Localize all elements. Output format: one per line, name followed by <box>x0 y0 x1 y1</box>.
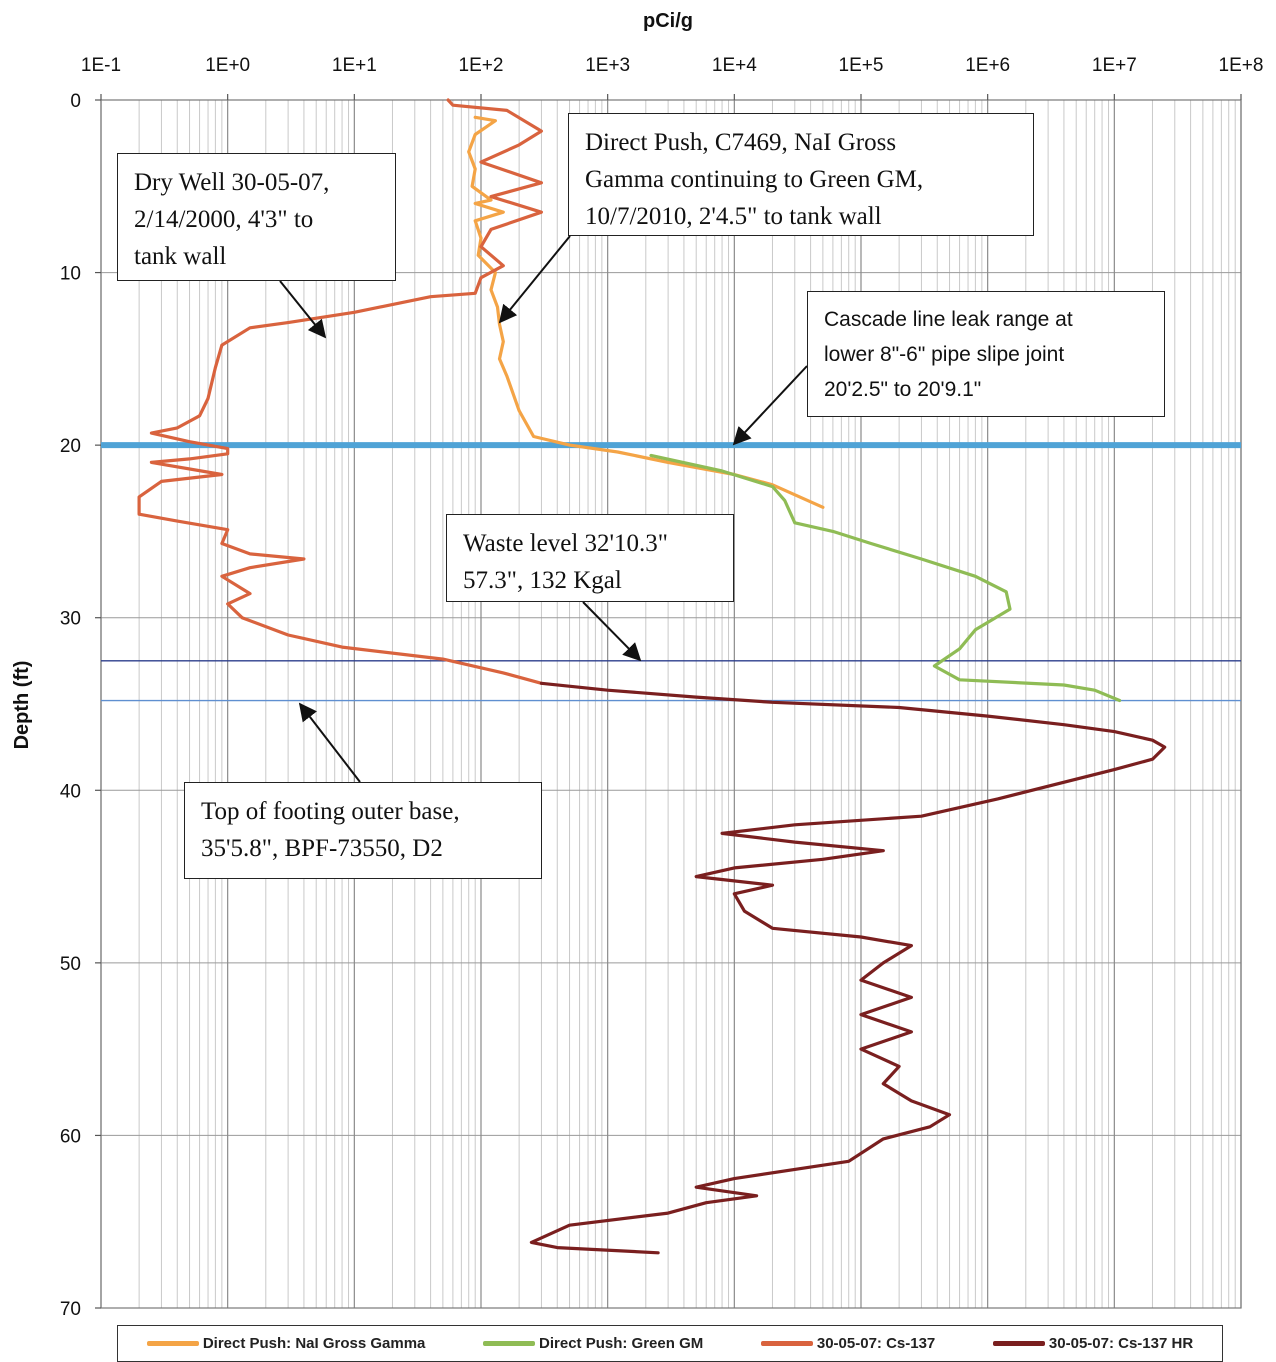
legend-label: 30-05-07: Cs-137 HR <box>1048 1335 1194 1352</box>
annotation-direct-push: Direct Push, C7469, NaI Gross Gamma cont… <box>568 113 1034 236</box>
y-tick-label: 30 <box>60 609 81 630</box>
plot-frame <box>100 99 1242 1309</box>
x-tick-label: 1E+6 <box>965 55 1010 76</box>
annotation-waste-level: Waste level 32'10.3" 57.3", 132 Kgal <box>446 514 734 602</box>
legend-entry: 30-05-07: Cs-137 <box>760 1335 936 1352</box>
y-tick-label: 40 <box>60 781 81 802</box>
annotation-line: tank wall <box>134 243 227 270</box>
legend-swatch <box>992 1341 1045 1346</box>
annotation-line: 2/14/2000, 4'3" to <box>134 206 314 233</box>
annotation-line: Gamma continuing to Green GM, <box>585 166 924 193</box>
series-line <box>649 453 1122 703</box>
annotation-line: Cascade line leak range at <box>824 308 1073 331</box>
x-tick-label: 1E-1 <box>81 55 121 76</box>
annotation-line: lower 8"-6" pipe slipe joint <box>824 343 1065 366</box>
reference-lines <box>101 442 1241 702</box>
x-tick-label: 1E+5 <box>839 55 884 76</box>
axes: 1E-1 1E+0 1E+1 1E+2 1E+3 1E+4 1E+5 1E+6 1E+7 1E+8… <box>60 55 1264 1320</box>
annotation-arrow <box>498 235 571 324</box>
annotation-line: Top of footing outer base, <box>201 798 460 825</box>
annotation-line: 57.3", 132 Kgal <box>463 567 622 594</box>
legend-swatch <box>146 1341 199 1346</box>
x-tick-label: 1E+4 <box>712 55 757 76</box>
annotation-line: Dry Well 30-05-07, <box>134 169 330 196</box>
annotation-line: Direct Push, C7469, NaI Gross <box>585 129 897 156</box>
y-tick-label: 10 <box>60 264 81 285</box>
annotation-line: 10/7/2010, 2'4.5" to tank wall <box>585 203 882 230</box>
y-tick-label: 70 <box>60 1299 81 1320</box>
x-tick-label: 1E+0 <box>205 55 250 76</box>
x-tick-label: 1E+2 <box>459 55 504 76</box>
y-axis-title: Depth (ft) <box>11 661 33 750</box>
x-tick-label: 1E+3 <box>585 55 630 76</box>
annotation-arrow <box>298 702 361 783</box>
series <box>137 98 1167 1255</box>
series-line <box>137 98 544 685</box>
y-tick-label: 60 <box>60 1126 81 1147</box>
legend-label: 30-05-07: Cs-137 <box>816 1335 936 1352</box>
series-line <box>529 681 1167 1255</box>
legend: Direct Push: NaI Gross Gamma Direct Push… <box>117 1325 1223 1362</box>
legend-swatch <box>760 1341 813 1346</box>
y-tick-label: 0 <box>70 91 81 112</box>
annotation-arrow <box>279 280 327 339</box>
annotation-cascade: Cascade line leak range at lower 8"-6" p… <box>807 291 1165 417</box>
x-axis-title: pCi/g <box>643 10 693 32</box>
annotation-line: Waste level 32'10.3" <box>463 530 669 557</box>
x-tick-label: 1E+1 <box>332 55 377 76</box>
annotation-arrows <box>279 235 808 783</box>
x-tick-label: 1E+7 <box>1092 55 1137 76</box>
legend-label: Direct Push: Green GM <box>539 1335 704 1352</box>
annotation-footing: Top of footing outer base, 35'5.8", BPF-… <box>184 782 542 879</box>
y-tick-label: 50 <box>60 954 81 975</box>
annotation-line: 20'2.5" to 20'9.1" <box>824 378 982 401</box>
legend-label: Direct Push: NaI Gross Gamma <box>202 1335 426 1352</box>
x-tick-label: 1E+8 <box>1219 55 1264 76</box>
annotation-arrow <box>732 365 808 446</box>
legend-swatch <box>483 1341 536 1346</box>
annotation-arrow <box>582 601 642 662</box>
legend-entry: 30-05-07: Cs-137 HR <box>992 1335 1194 1352</box>
annotation-line: 35'5.8", BPF-73550, D2 <box>201 835 443 862</box>
annotation-dry-well: Dry Well 30-05-07, 2/14/2000, 4'3" to ta… <box>117 153 396 281</box>
legend-entry: Direct Push: Green GM <box>483 1335 703 1352</box>
series-line <box>467 115 825 509</box>
y-tick-label: 20 <box>60 436 81 457</box>
grid <box>100 99 1242 1309</box>
legend-entry: Direct Push: NaI Gross Gamma <box>146 1335 426 1352</box>
